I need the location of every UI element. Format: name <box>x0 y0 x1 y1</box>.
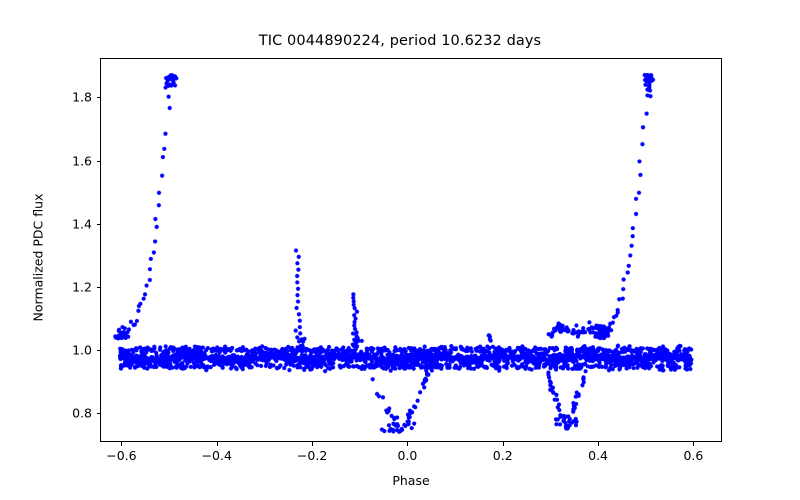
x-tick-label: 0.0 <box>397 448 418 463</box>
x-tick-mark <box>216 442 218 446</box>
y-tick-label: 0.8 <box>72 405 92 421</box>
x-tick-mark <box>598 442 600 446</box>
plot-axes <box>100 58 722 442</box>
x-axis-label: Phase <box>392 473 430 488</box>
y-tick-label: 1.4 <box>72 216 92 232</box>
x-tick-label: −0.6 <box>106 448 137 463</box>
y-tick-label: 1.8 <box>72 89 92 105</box>
x-tick-mark <box>693 442 695 446</box>
y-tick-mark <box>96 160 100 162</box>
x-tick-mark <box>502 442 504 446</box>
x-tick-label: 0.2 <box>492 448 513 463</box>
y-tick-mark <box>96 286 100 288</box>
y-tick-label: 1.2 <box>72 279 92 295</box>
y-tick-mark <box>96 349 100 351</box>
x-tick-label: −0.2 <box>296 448 328 463</box>
y-tick-label: 1.6 <box>72 153 92 169</box>
scatter-plot-area <box>101 59 721 441</box>
y-tick-mark <box>96 412 100 414</box>
x-tick-label: 0.4 <box>588 448 609 463</box>
chart-title: TIC 0044890224, period 10.6232 days <box>258 33 542 49</box>
x-tick-label: 0.6 <box>683 448 704 463</box>
x-tick-label: −0.4 <box>201 448 232 463</box>
y-tick-label: 1.0 <box>72 342 92 358</box>
y-tick-mark <box>96 223 100 225</box>
x-tick-mark <box>121 442 123 446</box>
x-tick-mark <box>407 442 409 446</box>
x-tick-mark <box>312 442 314 446</box>
y-axis-label: Normalized PDC flux <box>30 193 46 322</box>
y-tick-mark <box>96 97 100 99</box>
